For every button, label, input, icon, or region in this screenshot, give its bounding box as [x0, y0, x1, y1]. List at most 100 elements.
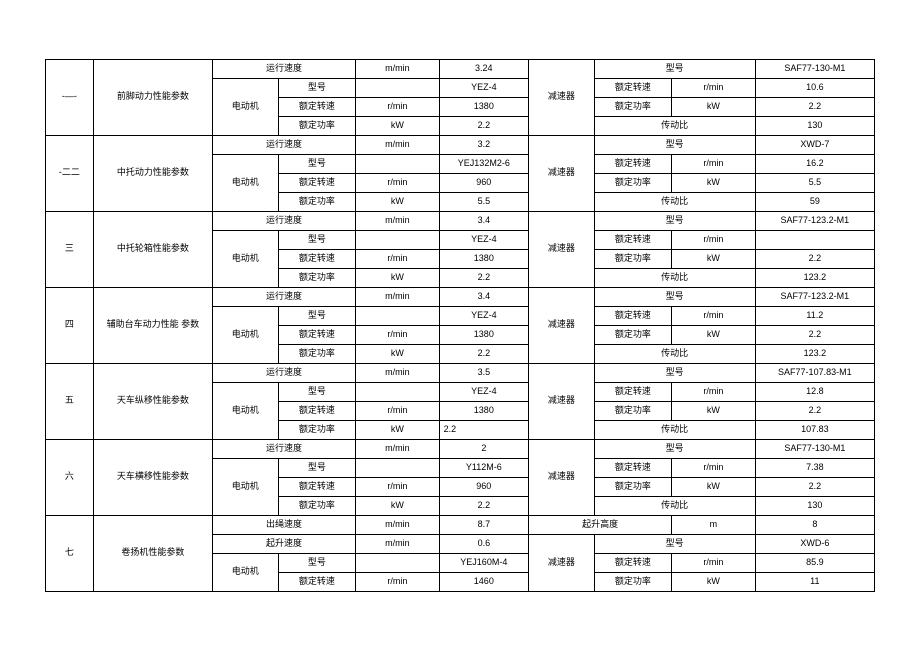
- unit: r/min: [672, 230, 756, 249]
- reducer-model-label: 型号: [594, 534, 755, 553]
- motor-model-label: 型号: [278, 553, 356, 572]
- row-name: 中托轮箱性能参数: [93, 211, 212, 287]
- unit: r/min: [672, 553, 756, 572]
- unit: kW: [672, 173, 756, 192]
- unit: kW: [672, 401, 756, 420]
- row-name: 天车横移性能参数: [93, 439, 212, 515]
- reducer-model-label: 型号: [594, 363, 755, 382]
- reducer-power-label: 额定功率: [594, 325, 672, 344]
- motor-speed-label: 额定转速: [278, 97, 356, 116]
- unit: r/min: [672, 458, 756, 477]
- motor-power-value: 2.2: [439, 496, 528, 515]
- unit: m/min: [356, 439, 439, 458]
- row-index: 四: [46, 287, 94, 363]
- run-speed-label: 运行速度: [212, 211, 355, 230]
- reducer-power-value: 11: [755, 572, 874, 591]
- reducer-model-label: 型号: [594, 211, 755, 230]
- reducer-power-label: 额定功率: [594, 477, 672, 496]
- spec-table: -—-前脚动力性能参数运行速度m/min3.24减速器型号SAF77-130-M…: [45, 59, 875, 592]
- ratio-label: 传动比: [594, 496, 755, 515]
- ratio-value: 123.2: [755, 268, 874, 287]
- reducer-label: 减速器: [529, 534, 595, 591]
- rope-speed-label: 出绳速度: [212, 515, 355, 534]
- reducer-speed-value: 12.8: [755, 382, 874, 401]
- unit: m/min: [356, 363, 439, 382]
- motor-label: 电动机: [212, 553, 278, 591]
- unit: r/min: [356, 97, 439, 116]
- ratio-value: 130: [755, 496, 874, 515]
- motor-model-value: YEZ-4: [439, 78, 528, 97]
- ratio-value: 130: [755, 116, 874, 135]
- lift-height-value: 8: [755, 515, 874, 534]
- unit: m/min: [356, 515, 439, 534]
- motor-label: 电动机: [212, 78, 278, 135]
- motor-power-label: 额定功率: [278, 420, 356, 439]
- motor-speed-label: 额定转速: [278, 477, 356, 496]
- lift-speed-value: 0.6: [439, 534, 528, 553]
- reducer-speed-value: 85.9: [755, 553, 874, 572]
- motor-power-label: 额定功率: [278, 268, 356, 287]
- unit: r/min: [356, 477, 439, 496]
- unit: r/min: [356, 249, 439, 268]
- reducer-model-value: SAF77-130-M1: [755, 59, 874, 78]
- reducer-power-label: 额定功率: [594, 173, 672, 192]
- run-speed-label: 运行速度: [212, 135, 355, 154]
- reducer-model-label: 型号: [594, 135, 755, 154]
- run-speed-label: 运行速度: [212, 287, 355, 306]
- motor-model-label: 型号: [278, 306, 356, 325]
- ratio-value: 59: [755, 192, 874, 211]
- motor-speed-label: 额定转速: [278, 572, 356, 591]
- motor-speed-label: 额定转速: [278, 325, 356, 344]
- reducer-speed-label: 额定转速: [594, 306, 672, 325]
- reducer-model-value: SAF77-123.2-M1: [755, 211, 874, 230]
- unit: kW: [672, 325, 756, 344]
- reducer-model-value: SAF77-130-M1: [755, 439, 874, 458]
- unit: r/min: [672, 154, 756, 173]
- unit: r/min: [356, 572, 439, 591]
- unit: kW: [672, 572, 756, 591]
- ratio-label: 传动比: [594, 344, 755, 363]
- ratio-value: 107.83: [755, 420, 874, 439]
- run-speed-value: 3.24: [439, 59, 528, 78]
- run-speed-value: 3.4: [439, 287, 528, 306]
- unit: m/min: [356, 534, 439, 553]
- unit: r/min: [356, 173, 439, 192]
- reducer-model-label: 型号: [594, 59, 755, 78]
- reducer-label: 减速器: [529, 287, 595, 363]
- motor-power-value: 5.5: [439, 192, 528, 211]
- unit: m/min: [356, 287, 439, 306]
- unit: kW: [672, 97, 756, 116]
- motor-model-value: YEZ-4: [439, 306, 528, 325]
- reducer-power-label: 额定功率: [594, 572, 672, 591]
- rope-speed-value: 8.7: [439, 515, 528, 534]
- row-index: 七: [46, 515, 94, 591]
- motor-power-label: 额定功率: [278, 116, 356, 135]
- motor-model-label: 型号: [278, 78, 356, 97]
- motor-speed-label: 额定转速: [278, 173, 356, 192]
- reducer-model-value: XWD-6: [755, 534, 874, 553]
- unit: kW: [356, 116, 439, 135]
- row-name: 卷扬机性能参数: [93, 515, 212, 591]
- reducer-model-value: XWD-7: [755, 135, 874, 154]
- row-name: 前脚动力性能参数: [93, 59, 212, 135]
- reducer-power-label: 额定功率: [594, 249, 672, 268]
- motor-power-value: 2.2: [439, 268, 528, 287]
- row-name: 中托动力性能参数: [93, 135, 212, 211]
- reducer-power-value: 2.2: [755, 477, 874, 496]
- motor-label: 电动机: [212, 306, 278, 363]
- motor-model-label: 型号: [278, 154, 356, 173]
- reducer-power-value: 2.2: [755, 249, 874, 268]
- unit: kW: [356, 268, 439, 287]
- motor-speed-label: 额定转速: [278, 401, 356, 420]
- motor-speed-value: 1380: [439, 97, 528, 116]
- unit: r/min: [672, 78, 756, 97]
- motor-label: 电动机: [212, 154, 278, 211]
- motor-power-value: 2.2: [439, 116, 528, 135]
- row-index: 六: [46, 439, 94, 515]
- ratio-label: 传动比: [594, 268, 755, 287]
- unit: r/min: [672, 306, 756, 325]
- motor-label: 电动机: [212, 458, 278, 515]
- reducer-label: 减速器: [529, 439, 595, 515]
- reducer-label: 减速器: [529, 363, 595, 439]
- unit: r/min: [672, 382, 756, 401]
